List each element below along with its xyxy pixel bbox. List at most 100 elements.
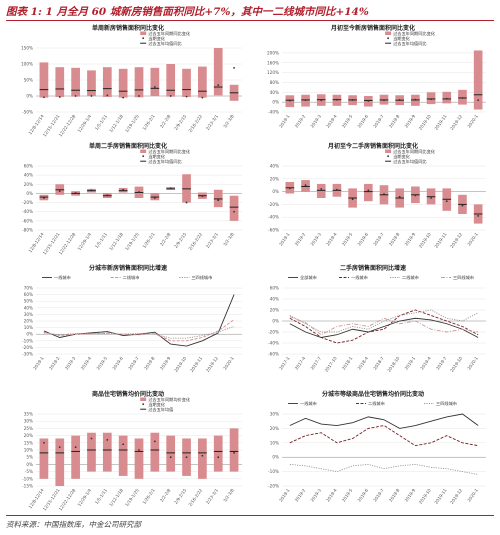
x-tick-label: 2019-11: [433, 113, 447, 130]
current-point: [43, 441, 45, 444]
range-bar: [55, 67, 65, 97]
range-bar: [102, 432, 112, 472]
legend-swatch: [387, 37, 389, 40]
x-tick-label: 12/8-12/14: [27, 113, 44, 135]
x-tick-label: 2019-5: [341, 487, 354, 502]
x-tick-label: 2019-5: [341, 113, 354, 128]
current-point: [367, 100, 370, 102]
current-point: [414, 194, 417, 197]
y-tick-label: 60%: [24, 292, 33, 297]
y-tick-label: -60%: [268, 352, 279, 357]
y-tick-label: 20%: [24, 319, 33, 324]
x-tick-label: 2/2-2/8: [159, 231, 172, 246]
x-tick-label: 3/2-3/8: [222, 231, 235, 246]
legend-label: 三四线城市: [453, 274, 474, 281]
series-line: [43, 294, 235, 347]
y-tick-label: 100%: [21, 62, 33, 67]
current-point: [217, 84, 220, 87]
current-point: [201, 454, 204, 457]
y-tick-label: 20%: [270, 176, 279, 181]
y-tick-label: 30%: [270, 412, 279, 417]
current-point: [90, 95, 93, 97]
legend-swatch: [140, 31, 147, 35]
x-tick-label: 2/23-3/1: [205, 113, 219, 131]
y-tick-label: 150%: [21, 46, 33, 51]
x-tick-label: 12/22-12/28: [58, 231, 77, 255]
footer-rule: [6, 515, 494, 516]
figure-title: 图表 1: 1 月全月 60 城新房销售面积同比+7%，其中一二线城市同比+14…: [6, 6, 369, 18]
x-tick-label: 2019-7: [372, 231, 385, 246]
range-bar: [213, 48, 223, 96]
x-tick-label: 2/23-3/1: [205, 231, 219, 249]
x-tick-label: 2019-2: [294, 487, 307, 502]
x-tick-label: 2019-2: [294, 231, 307, 246]
x-tick-label: 2019-10: [418, 231, 432, 248]
current-point: [122, 96, 125, 99]
current-point: [43, 96, 45, 99]
y-tick-label: 0%: [26, 94, 33, 99]
x-tick-label: 2/2-2/8: [159, 487, 172, 502]
chart-svg: 分城市新房销售面积同比增速 -30% -20% -10%0% 10%20% 30% 40%5…: [22, 264, 242, 373]
range-bar: [166, 64, 176, 97]
x-tick-label: 2019-5: [96, 355, 109, 370]
y-tick-label: 15%: [24, 440, 33, 445]
x-tick-label: 2019-8: [388, 487, 401, 502]
y-tick-label: 20%: [270, 308, 279, 313]
current-point: [138, 191, 140, 193]
chart-title: 分城市等级商品住宅销售均价同比变动: [322, 390, 424, 398]
x-tick-label: 1/19-1/25: [124, 113, 140, 133]
x-tick-label: 2019-3: [309, 113, 322, 128]
legend-swatch: [140, 149, 147, 153]
legend-label: 过去五年同期同比变化: [393, 148, 436, 155]
chart-title: 二手房销售面积同比增速: [340, 264, 406, 272]
y-tick-label: -60%: [268, 228, 279, 233]
legend-label: 过去五年均值: [148, 406, 173, 413]
x-tick-label: 12/8-12/14: [27, 487, 44, 509]
current-point: [351, 99, 354, 101]
current-point: [461, 97, 464, 99]
chart-svg: 单周二手房销售面积同比变化 -80% -60% -40% -20% 0% 20% 40% 60%…: [22, 142, 242, 256]
y-tick-label: -40%: [268, 215, 279, 220]
current-point: [351, 198, 354, 201]
range-bar: [150, 67, 160, 96]
y-tick-label: 40%: [270, 297, 279, 302]
x-tick-label: 2/9-2/15: [173, 113, 187, 131]
current-point: [138, 449, 140, 451]
legend-swatch: [140, 397, 147, 401]
range-bar: [363, 183, 373, 202]
y-tick-label: 160%: [267, 60, 279, 65]
y-tick-label: -20%: [22, 200, 33, 205]
x-tick-label: 2020-1: [466, 487, 479, 502]
x-tick-label: 2019-5: [341, 231, 354, 246]
x-tick-label: 2019-4: [80, 355, 93, 370]
range-bar: [473, 50, 483, 110]
x-tick-label: 12/29-1/4: [77, 487, 93, 507]
x-tick-label: 2/9-2/15: [173, 231, 187, 249]
chart-svg: 单周新房销售面积同比变化 -50% 0% 50% 100% 150% 12/8-12/14 1…: [21, 24, 242, 138]
y-tick-label: 0%: [26, 332, 33, 337]
current-point: [233, 66, 235, 69]
chart-title: 单周新房销售面积同比变化: [92, 24, 164, 32]
x-tick-label: 1/5-1/11: [94, 231, 108, 249]
current-point: [185, 456, 188, 459]
current-point: [74, 192, 77, 194]
chart-panel-c4: 月初至今二手房销售面积同比变化 -60% -40% -20% 0% 20% 40% 2019-…: [252, 140, 494, 258]
y-tick-label: 120%: [267, 70, 279, 75]
legend-label: 过去五年同期同比变化: [148, 148, 191, 155]
x-tick-label: 2018-1: [341, 355, 354, 370]
legend-swatch: [387, 155, 389, 158]
legend-label: 过去五年同期均价变化: [148, 396, 191, 403]
series-line: [289, 309, 479, 344]
x-tick-label: 3/2-3/8: [222, 487, 235, 502]
current-point: [445, 97, 448, 100]
current-point: [74, 446, 77, 449]
x-tick-label: 2019-8: [388, 231, 401, 246]
current-point: [153, 86, 156, 88]
x-tick-label: 1/19-1/25: [124, 487, 140, 507]
range-bar: [229, 428, 239, 472]
current-point: [233, 451, 235, 454]
y-tick-label: -40%: [22, 209, 33, 214]
current-point: [169, 95, 172, 97]
x-tick-label: 2/16-2/22: [187, 113, 203, 133]
y-tick-label: 20%: [24, 433, 33, 438]
